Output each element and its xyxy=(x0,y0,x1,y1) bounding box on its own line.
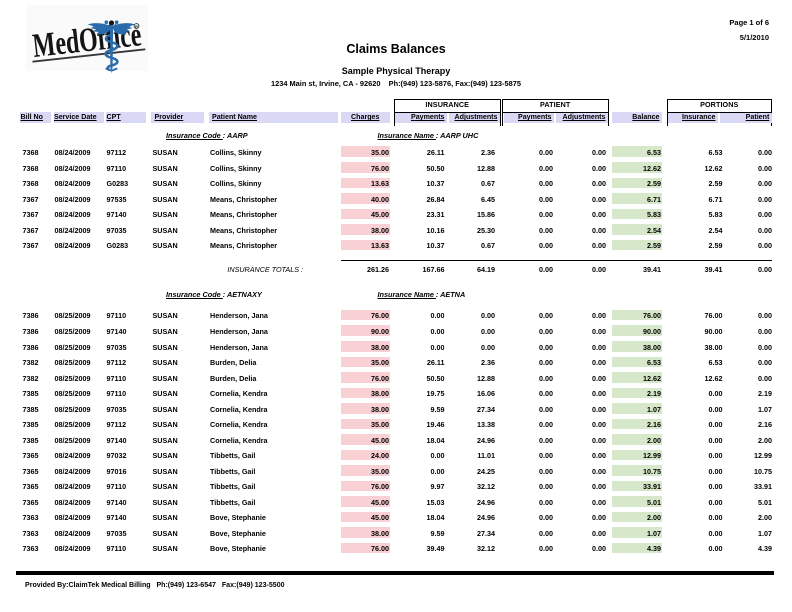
svg-text:R: R xyxy=(135,25,138,29)
